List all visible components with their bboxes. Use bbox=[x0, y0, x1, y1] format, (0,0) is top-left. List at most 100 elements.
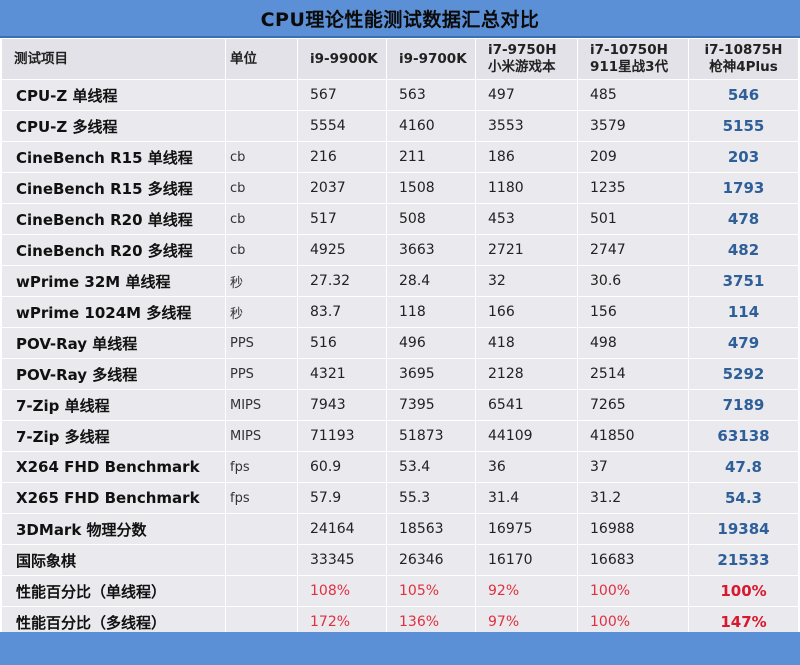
score-cell-col-3: 6541 bbox=[475, 389, 578, 421]
test-item-name: CineBench R15 单线程 bbox=[1, 141, 226, 173]
header-row: 测试项目 单位 i9-9900K i9-9700K i7-9750H 小米游戏本 … bbox=[1, 38, 799, 80]
score-cell-col-2: 496 bbox=[386, 327, 476, 359]
score-cell-col-4: 498 bbox=[577, 327, 689, 359]
score-cell-col-4: 485 bbox=[577, 79, 689, 111]
score-cell-col-5: 54.3 bbox=[688, 482, 799, 514]
score-cell-col-5: 546 bbox=[688, 79, 799, 111]
table-row: CPU-Z 单线程 567 563 497 485 546 bbox=[1, 79, 799, 111]
table-row: CineBench R20 多线程 cb 4925 3663 2721 2747 482 bbox=[1, 234, 799, 266]
score-cell-col-2: 55.3 bbox=[386, 482, 476, 514]
test-item-name: X265 FHD Benchmark bbox=[1, 482, 226, 514]
score-cell-col-3: 92% bbox=[475, 575, 578, 607]
score-cell-col-2: 26346 bbox=[386, 544, 476, 576]
score-cell-col-1: 60.9 bbox=[297, 451, 387, 483]
score-cell-col-5: 482 bbox=[688, 234, 799, 266]
unit-cell: cb bbox=[225, 234, 298, 266]
test-item-name: CineBench R15 多线程 bbox=[1, 172, 226, 204]
score-cell-col-2: 51873 bbox=[386, 420, 476, 452]
score-cell-col-4: 501 bbox=[577, 203, 689, 235]
page-title: CPU理论性能测试数据汇总对比 bbox=[0, 0, 800, 38]
score-cell-col-1: 4925 bbox=[297, 234, 387, 266]
score-cell-col-3: 16170 bbox=[475, 544, 578, 576]
unit-cell bbox=[225, 544, 298, 576]
test-item-name: CPU-Z 多线程 bbox=[1, 110, 226, 142]
unit-cell: 秒 bbox=[225, 296, 298, 328]
score-cell-col-3: 44109 bbox=[475, 420, 578, 452]
table-row: wPrime 32M 单线程秒 27.32 28.4 32 30.6 3751 bbox=[1, 265, 799, 297]
table-row: 7-Zip 多线程 MIPS 71193 51873 44109 41850 63138 bbox=[1, 420, 799, 452]
test-item-name: POV-Ray 多线程 bbox=[1, 358, 226, 390]
table-row: 3DMark 物理分数 24164 18563 16975 16988 19384 bbox=[1, 513, 799, 545]
unit-cell: cb bbox=[225, 172, 298, 204]
table-row: 国际象棋 33345 26346 16170 16683 21533 bbox=[1, 544, 799, 576]
score-cell-col-3: 36 bbox=[475, 451, 578, 483]
score-cell-col-5: 100% bbox=[688, 575, 799, 607]
score-cell-col-1: 567 bbox=[297, 79, 387, 111]
table-row: CineBench R20 单线程 cb 517 508 453 501 478 bbox=[1, 203, 799, 235]
header-col-3: i7-9750H 小米游戏本 bbox=[475, 38, 578, 80]
score-cell-col-3: 166 bbox=[475, 296, 578, 328]
score-cell-col-1: 108% bbox=[297, 575, 387, 607]
unit-cell: cb bbox=[225, 203, 298, 235]
table-row: CineBench R15 多线程 cb 2037 1508 1180 1235 1793 bbox=[1, 172, 799, 204]
test-item-name: 国际象棋 bbox=[1, 544, 226, 576]
comparison-table: 测试项目 单位 i9-9900K i9-9700K i7-9750H 小米游戏本 … bbox=[1, 38, 799, 638]
score-cell-col-3: 32 bbox=[475, 265, 578, 297]
score-cell-col-1: 57.9 bbox=[297, 482, 387, 514]
score-cell-col-1: 517 bbox=[297, 203, 387, 235]
score-cell-col-3: 497 bbox=[475, 79, 578, 111]
header-col-3-device: 小米游戏本 bbox=[488, 59, 556, 75]
test-item-name: CPU-Z 单线程 bbox=[1, 79, 226, 111]
unit-cell bbox=[225, 513, 298, 545]
table-row: X264 FHD Benchmark fps 60.9 53.4 36 37 47.8 bbox=[1, 451, 799, 483]
score-cell-col-4: 156 bbox=[577, 296, 689, 328]
unit-cell bbox=[225, 79, 298, 111]
score-cell-col-1: 83.7 bbox=[297, 296, 387, 328]
header-col-3-cpu: i7-9750H bbox=[488, 42, 557, 58]
score-cell-col-5: 3751 bbox=[688, 265, 799, 297]
score-cell-col-2: 118 bbox=[386, 296, 476, 328]
header-item: 测试项目 bbox=[1, 38, 226, 80]
score-cell-col-3: 2128 bbox=[475, 358, 578, 390]
unit-cell: PPS bbox=[225, 358, 298, 390]
score-cell-col-1: 4321 bbox=[297, 358, 387, 390]
table-row: 7-Zip 单线程 MIPS 7943 7395 6541 7265 7189 bbox=[1, 389, 799, 421]
score-cell-col-1: 71193 bbox=[297, 420, 387, 452]
unit-cell: MIPS bbox=[225, 389, 298, 421]
score-cell-col-2: 211 bbox=[386, 141, 476, 173]
unit-cell: cb bbox=[225, 141, 298, 173]
score-cell-col-5: 479 bbox=[688, 327, 799, 359]
score-cell-col-1: 516 bbox=[297, 327, 387, 359]
table-row: 性能百分比（单线程） 108% 105% 92% 100% 100% bbox=[1, 575, 799, 607]
score-cell-col-4: 209 bbox=[577, 141, 689, 173]
score-cell-col-4: 2514 bbox=[577, 358, 689, 390]
score-cell-col-2: 563 bbox=[386, 79, 476, 111]
score-cell-col-1: 216 bbox=[297, 141, 387, 173]
header-col-4-device: 911星战3代 bbox=[590, 59, 669, 75]
unit-cell: 秒 bbox=[225, 265, 298, 297]
test-item-name: wPrime 1024M 多线程 bbox=[1, 296, 226, 328]
score-cell-col-3: 453 bbox=[475, 203, 578, 235]
score-cell-col-5: 5292 bbox=[688, 358, 799, 390]
score-cell-col-2: 508 bbox=[386, 203, 476, 235]
table-body: CPU-Z 单线程 567 563 497 485 546 CPU-Z 多线程 5554 416… bbox=[1, 79, 799, 638]
test-item-name: X264 FHD Benchmark bbox=[1, 451, 226, 483]
table-row: X265 FHD Benchmark fps 57.9 55.3 31.4 31.2 54.… bbox=[1, 482, 799, 514]
score-cell-col-3: 418 bbox=[475, 327, 578, 359]
header-col-2: i9-9700K bbox=[386, 38, 476, 80]
score-cell-col-5: 203 bbox=[688, 141, 799, 173]
score-cell-col-3: 3553 bbox=[475, 110, 578, 142]
score-cell-col-4: 3579 bbox=[577, 110, 689, 142]
score-cell-col-2: 105% bbox=[386, 575, 476, 607]
score-cell-col-1: 5554 bbox=[297, 110, 387, 142]
table-row: POV-Ray 多线程 PPS 4321 3695 2128 2514 5292 bbox=[1, 358, 799, 390]
table-row: CineBench R15 单线程 cb 216 211 186 209 203 bbox=[1, 141, 799, 173]
footer-bar bbox=[0, 632, 800, 665]
score-cell-col-4: 7265 bbox=[577, 389, 689, 421]
score-cell-col-4: 100% bbox=[577, 575, 689, 607]
score-cell-col-3: 1180 bbox=[475, 172, 578, 204]
header-col-1: i9-9900K bbox=[297, 38, 387, 80]
unit-cell: MIPS bbox=[225, 420, 298, 452]
test-item-name: 7-Zip 多线程 bbox=[1, 420, 226, 452]
